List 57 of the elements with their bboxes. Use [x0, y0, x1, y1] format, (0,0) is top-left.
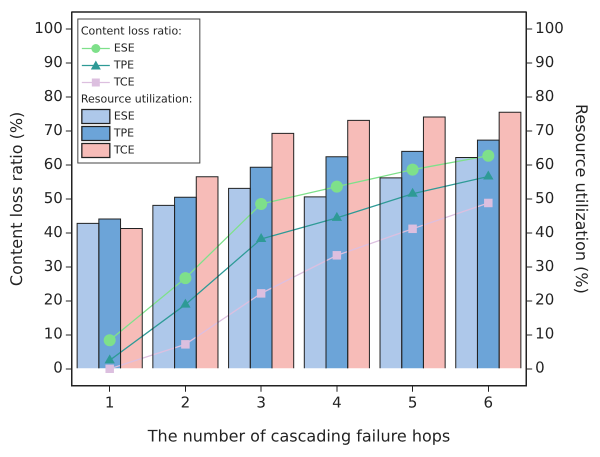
x-tick-label: 5: [408, 394, 418, 412]
y-axis-title: Content loss ratio (%): [6, 112, 26, 286]
point: [104, 334, 116, 346]
x-tick-label: 1: [104, 394, 114, 412]
y2-tick-label: 60: [535, 154, 554, 173]
point: [407, 188, 418, 197]
annotation: Resource utilization:: [80, 92, 193, 106]
y2-tick-label: 100: [535, 18, 564, 37]
point: [406, 164, 419, 176]
y2-tick-label: 10: [535, 324, 554, 343]
y2-tick-label: 70: [535, 120, 554, 139]
point: [408, 224, 417, 234]
legend-label: ESE: [114, 41, 135, 54]
point: [180, 298, 191, 308]
y-tick-label: 70: [44, 120, 63, 139]
point: [482, 150, 494, 162]
point: [332, 251, 342, 260]
legend-label: TCE: [112, 75, 135, 88]
y-tick-label: 10: [44, 324, 63, 343]
point: [179, 272, 192, 284]
x-tick-label: 3: [256, 394, 266, 412]
y-tick-label: 60: [44, 154, 63, 173]
point: [105, 364, 114, 374]
y2-tick-label: 50: [535, 188, 554, 207]
point: [332, 212, 342, 221]
y2-tick-label: 20: [535, 290, 554, 309]
y-tick-label: 90: [44, 52, 63, 71]
point: [256, 233, 266, 242]
legend-label: ESE: [114, 109, 135, 122]
y-tick-label: 100: [34, 18, 63, 37]
x-tick-label: 6: [484, 394, 494, 412]
y2-tick-label: 0: [535, 358, 545, 377]
y-tick-label: 50: [44, 188, 63, 207]
point: [104, 354, 115, 364]
y2-tick-label: 30: [535, 256, 554, 275]
y-tick-label: 0: [53, 358, 63, 377]
y-tick-label: 40: [44, 222, 63, 241]
y2-tick-label: 80: [535, 86, 554, 105]
legend-title: Content loss ratio:: [80, 24, 182, 38]
legend-label: TPE: [112, 126, 134, 140]
y-tick-label: 20: [44, 290, 63, 309]
point: [255, 198, 268, 210]
x-axis-title: The number of cascading failure hops: [146, 426, 450, 446]
x-tick-label: 2: [180, 394, 190, 412]
point: [256, 289, 266, 298]
y2-tick-label: 40: [535, 222, 554, 241]
point: [484, 198, 493, 208]
y2-tick-label: 90: [535, 52, 554, 71]
x-tick-label: 4: [332, 394, 342, 412]
legend-label: TCE: [112, 143, 135, 156]
point: [483, 170, 494, 180]
point: [181, 340, 190, 349]
y-tick-label: 30: [44, 256, 63, 275]
y2-axis-title: Resource utilization (%): [572, 104, 592, 294]
legend-label: TPE: [112, 58, 134, 72]
y-tick-label: 80: [44, 86, 63, 105]
point: [330, 180, 343, 193]
